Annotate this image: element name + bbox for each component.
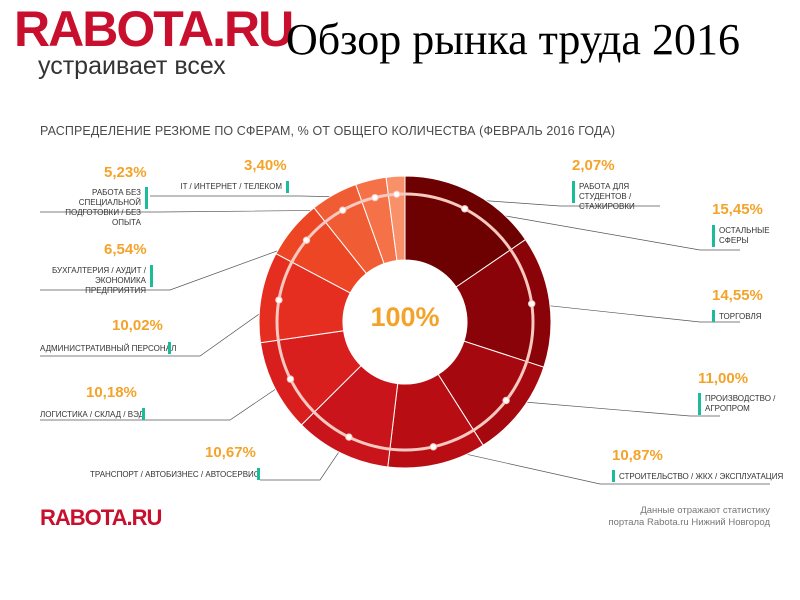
leader-line-logistics [40, 378, 291, 421]
label-logistics-percent: 10,18% [86, 384, 137, 401]
donut-slices [258, 175, 552, 469]
label-logistics-category: Логистика / Склад / ВЭД [40, 410, 144, 419]
label-logistics-marker [142, 408, 145, 420]
source-note: Данные отражают статистику портала Rabot… [560, 505, 770, 529]
label-construction-category: Строительство / ЖКХ / Эксплуатация [619, 472, 784, 481]
label-students-category: Работа для студентов / стажировки [579, 182, 635, 211]
leader-line-construction [433, 446, 770, 485]
label-noexp-marker [145, 187, 148, 209]
label-noexp-category: Работа без специальной подготовки / без … [65, 188, 141, 227]
label-it-category: IT / Интернет / Телеком [180, 182, 282, 191]
label-transport-category: Транспорт / Автобизнес / Автосервис [90, 470, 260, 479]
rabota-logo: RABOTA.RU устраивает всех [14, 1, 294, 81]
leader-line-noexp [40, 209, 343, 213]
label-transport-marker [257, 468, 260, 480]
leader-dot-logistics [286, 375, 295, 383]
label-trade-marker [712, 310, 715, 322]
label-other-category: Остальные сферы [719, 226, 770, 245]
source-note-line-2: портала Rabota.ru Нижний Новгород [608, 517, 770, 528]
leader-line-other [464, 208, 740, 251]
label-accounting-category: Бухгалтерия / Аудит / Экономика предприя… [51, 266, 146, 295]
label-production-percent: 11,00% [698, 370, 749, 387]
label-students-percent: 2,07% [572, 157, 615, 174]
center-total-label: 100% [370, 302, 440, 332]
label-it-percent: 3,40% [244, 157, 287, 174]
label-accounting-marker [150, 265, 153, 287]
label-trade-percent: 14,55% [712, 287, 763, 304]
label-students-marker [572, 181, 575, 203]
donut-highlight-ring [275, 192, 535, 452]
footer-logo: RABOTA.RU [40, 505, 162, 530]
label-trade-category: Торговля [719, 312, 762, 321]
leader-dot-other [461, 205, 469, 213]
chart-title: РАСПРЕДЕЛЕНИЕ РЕЗЮМЕ ПО СФЕРАМ, % ОТ ОБЩ… [40, 124, 616, 138]
label-admin-percent: 10,02% [112, 317, 163, 334]
leader-dot-it [371, 193, 379, 202]
leader-dot-construction [429, 443, 438, 451]
leader-line-production [506, 400, 720, 417]
leader-dot-trade [527, 300, 536, 308]
leader-dot-noexp [339, 206, 347, 214]
logo-wordmark: RABOTA.RU [14, 1, 294, 57]
label-construction-percent: 10,87% [612, 447, 663, 464]
leader-line-trade [531, 303, 740, 323]
label-transport-percent: 10,67% [205, 444, 256, 461]
leader-dot-admin [275, 296, 283, 304]
label-production-marker [698, 393, 701, 415]
source-note-line-1: Данные отражают статистику [640, 505, 770, 516]
leader-line-accounting [40, 239, 307, 291]
label-noexp-percent: 5,23% [104, 164, 147, 181]
leader-dot-transport [345, 433, 353, 441]
label-admin-marker [168, 342, 171, 354]
label-it-marker [286, 181, 289, 193]
leader-dot-production [502, 396, 510, 405]
leader-dot-students [392, 190, 401, 198]
leader-lines [40, 193, 770, 485]
label-production-category: Производство / Агропром [705, 394, 776, 413]
label-other-marker [712, 225, 715, 247]
label-accounting-percent: 6,54% [104, 241, 147, 258]
leader-dot-accounting [302, 236, 311, 244]
slide-title: Обзор рынка труда 2016 [286, 15, 740, 64]
donut-hole [343, 260, 467, 384]
leader-line-admin [40, 299, 280, 357]
label-admin-category: Административный персонал [40, 344, 177, 353]
label-other-percent: 15,45% [712, 201, 763, 218]
label-construction-marker [612, 470, 615, 482]
logo-tagline: устраивает всех [38, 52, 226, 80]
leader-dots [275, 190, 536, 451]
